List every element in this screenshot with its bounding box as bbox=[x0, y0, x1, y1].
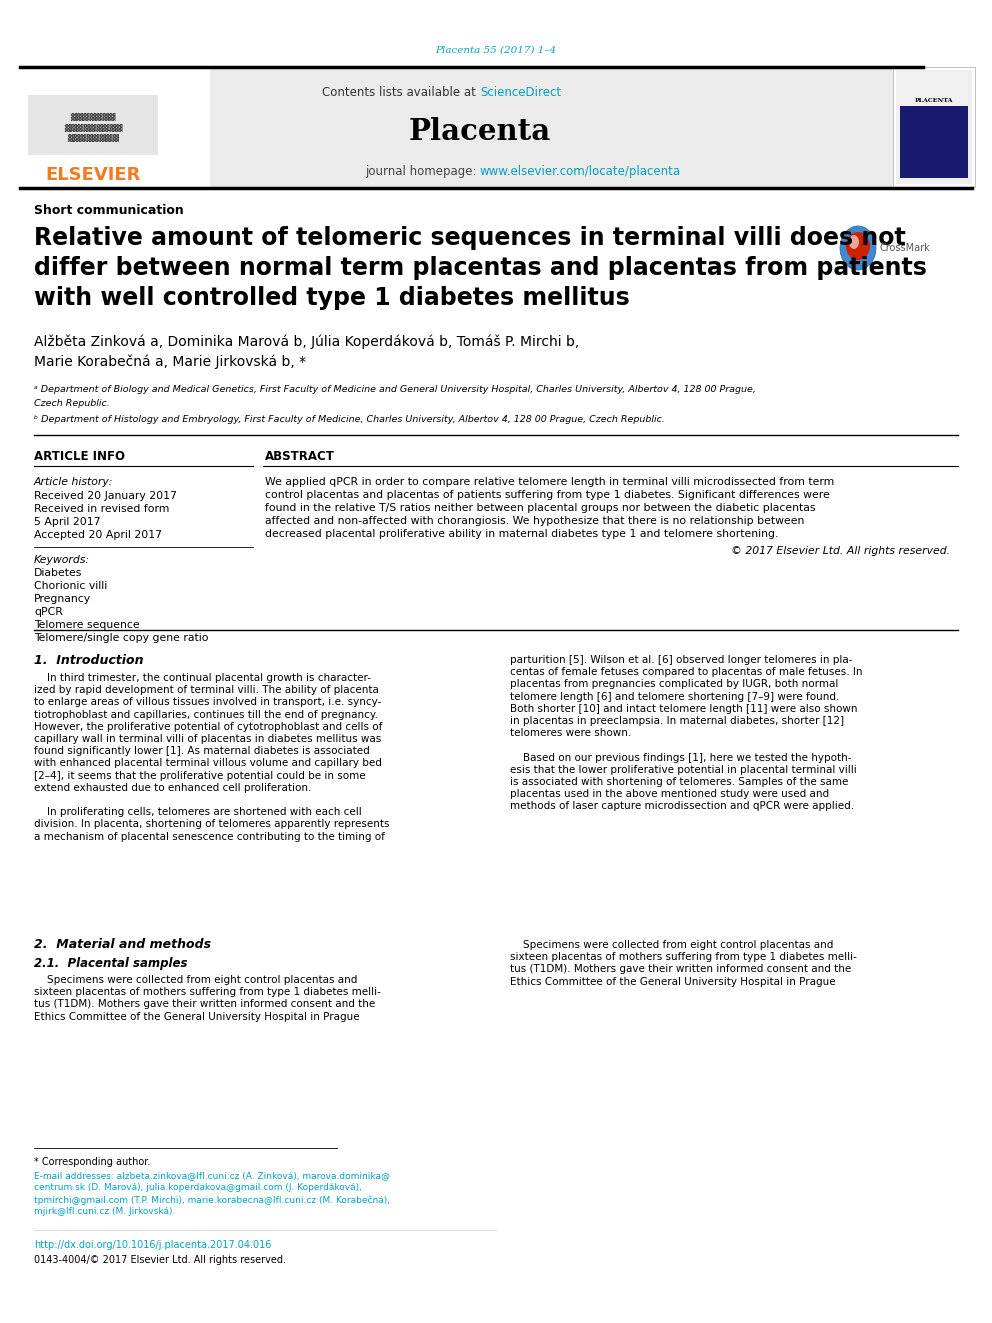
Text: Czech Republic.: Czech Republic. bbox=[34, 400, 110, 409]
Text: ELSEVIER: ELSEVIER bbox=[46, 165, 141, 184]
Text: with enhanced placental terminal villous volume and capillary bed: with enhanced placental terminal villous… bbox=[34, 758, 382, 769]
Text: Diabetes: Diabetes bbox=[34, 568, 82, 578]
Text: tpmirchi@gmail.com (T.P. Mirchi), marie.korabecna@lfl.cuni.cz (M. Korabečná),: tpmirchi@gmail.com (T.P. Mirchi), marie.… bbox=[34, 1195, 390, 1205]
Text: decreased placental proliferative ability in maternal diabetes type 1 and telome: decreased placental proliferative abilit… bbox=[265, 529, 779, 538]
Bar bbox=[28, 95, 158, 155]
Text: 5 April 2017: 5 April 2017 bbox=[34, 517, 100, 527]
Text: We applied qPCR in order to compare relative telomere length in terminal villi m: We applied qPCR in order to compare rela… bbox=[265, 478, 834, 487]
Text: tus (T1DM). Mothers gave their written informed consent and the: tus (T1DM). Mothers gave their written i… bbox=[510, 964, 851, 975]
Text: Placenta 55 (2017) 1–4: Placenta 55 (2017) 1–4 bbox=[435, 45, 557, 54]
Text: mjirk@lfl.cuni.cz (M. Jirkovská).: mjirk@lfl.cuni.cz (M. Jirkovská). bbox=[34, 1208, 176, 1217]
Text: control placentas and placentas of patients suffering from type 1 diabetes. Sign: control placentas and placentas of patie… bbox=[265, 490, 829, 500]
Text: In proliferating cells, telomeres are shortened with each cell: In proliferating cells, telomeres are sh… bbox=[34, 807, 362, 818]
Text: ᵇ Department of Histology and Embryology, First Faculty of Medicine, Charles Uni: ᵇ Department of Histology and Embryology… bbox=[34, 415, 665, 425]
Bar bbox=[896, 70, 972, 184]
Text: centrum.sk (D. Marová), julia.koperdakova@gmail.com (J. Koperdáková),: centrum.sk (D. Marová), julia.koperdakov… bbox=[34, 1184, 362, 1192]
Text: Telomere/single copy gene ratio: Telomere/single copy gene ratio bbox=[34, 632, 208, 643]
Text: with well controlled type 1 diabetes mellitus: with well controlled type 1 diabetes mel… bbox=[34, 286, 630, 310]
Text: Pregnancy: Pregnancy bbox=[34, 594, 91, 605]
Text: methods of laser capture microdissection and qPCR were applied.: methods of laser capture microdissection… bbox=[510, 802, 854, 811]
Text: In third trimester, the continual placental growth is character-: In third trimester, the continual placen… bbox=[34, 673, 371, 683]
Text: CrossMark: CrossMark bbox=[880, 243, 930, 253]
Text: affected and non-affected with chorangiosis. We hypothesize that there is no rel: affected and non-affected with chorangio… bbox=[265, 516, 805, 527]
Text: journal homepage:: journal homepage: bbox=[365, 165, 480, 179]
Text: ScienceDirect: ScienceDirect bbox=[480, 86, 561, 99]
Text: ᵃ Department of Biology and Medical Genetics, First Faculty of Medicine and Gene: ᵃ Department of Biology and Medical Gene… bbox=[34, 385, 756, 394]
Text: found in the relative T/S ratios neither between placental groups nor between th: found in the relative T/S ratios neither… bbox=[265, 503, 815, 513]
Bar bbox=[900, 106, 968, 179]
Text: Received in revised form: Received in revised form bbox=[34, 504, 170, 515]
Text: differ between normal term placentas and placentas from patients: differ between normal term placentas and… bbox=[34, 255, 927, 280]
Text: Both shorter [10] and intact telomere length [11] were also shown: Both shorter [10] and intact telomere le… bbox=[510, 704, 857, 714]
Ellipse shape bbox=[840, 226, 876, 270]
Text: division. In placenta, shortening of telomeres apparently represents: division. In placenta, shortening of tel… bbox=[34, 819, 390, 830]
Bar bbox=[20, 67, 895, 187]
Bar bbox=[893, 67, 975, 187]
Text: ABSTRACT: ABSTRACT bbox=[265, 451, 335, 463]
Text: Received 20 January 2017: Received 20 January 2017 bbox=[34, 491, 177, 501]
Text: Based on our previous findings [1], here we tested the hypoth-: Based on our previous findings [1], here… bbox=[510, 753, 851, 762]
Text: Keywords:: Keywords: bbox=[34, 556, 90, 565]
Text: PLACENTA: PLACENTA bbox=[915, 98, 953, 102]
Ellipse shape bbox=[849, 235, 859, 249]
Text: telomeres were shown.: telomeres were shown. bbox=[510, 728, 631, 738]
Text: is associated with shortening of telomeres. Samples of the same: is associated with shortening of telomer… bbox=[510, 777, 848, 787]
Text: * Corresponding author.: * Corresponding author. bbox=[34, 1158, 151, 1167]
Text: Marie Korabečná a, Marie Jirkovská b, *: Marie Korabečná a, Marie Jirkovská b, * bbox=[34, 355, 307, 369]
Ellipse shape bbox=[846, 232, 870, 261]
Text: Chorionic villi: Chorionic villi bbox=[34, 581, 107, 591]
Text: 2.  Material and methods: 2. Material and methods bbox=[34, 938, 211, 951]
Text: Specimens were collected from eight control placentas and: Specimens were collected from eight cont… bbox=[510, 941, 833, 950]
Text: a mechanism of placental senescence contributing to the timing of: a mechanism of placental senescence cont… bbox=[34, 832, 385, 841]
Text: ARTICLE INFO: ARTICLE INFO bbox=[34, 451, 125, 463]
Text: © 2017 Elsevier Ltd. All rights reserved.: © 2017 Elsevier Ltd. All rights reserved… bbox=[731, 546, 950, 556]
Text: sixteen placentas of mothers suffering from type 1 diabetes melli-: sixteen placentas of mothers suffering f… bbox=[510, 953, 857, 962]
Text: ized by rapid development of terminal villi. The ability of placenta: ized by rapid development of terminal vi… bbox=[34, 685, 379, 695]
Text: Accepted 20 April 2017: Accepted 20 April 2017 bbox=[34, 531, 162, 540]
Text: esis that the lower proliferative potential in placental terminal villi: esis that the lower proliferative potent… bbox=[510, 765, 857, 775]
Text: 0143-4004/© 2017 Elsevier Ltd. All rights reserved.: 0143-4004/© 2017 Elsevier Ltd. All right… bbox=[34, 1256, 286, 1265]
Bar bbox=[20, 67, 210, 187]
Text: telomere length [6] and telomere shortening [7–9] were found.: telomere length [6] and telomere shorten… bbox=[510, 692, 839, 701]
Text: Telomere sequence: Telomere sequence bbox=[34, 620, 140, 630]
Text: found significantly lower [1]. As maternal diabetes is associated: found significantly lower [1]. As matern… bbox=[34, 746, 370, 757]
Text: Ethics Committee of the General University Hospital in Prague: Ethics Committee of the General Universi… bbox=[510, 976, 835, 987]
Text: qPCR: qPCR bbox=[34, 607, 62, 617]
Text: ▓▓▓▓▓▓▓
▓▓▓▓▓▓▓▓▓
▓▓▓▓▓▓▓▓: ▓▓▓▓▓▓▓ ▓▓▓▓▓▓▓▓▓ ▓▓▓▓▓▓▓▓ bbox=[63, 112, 122, 142]
Text: tus (T1DM). Mothers gave their written informed consent and the: tus (T1DM). Mothers gave their written i… bbox=[34, 999, 375, 1009]
Text: in placentas in preeclampsia. In maternal diabetes, shorter [12]: in placentas in preeclampsia. In materna… bbox=[510, 716, 844, 726]
Text: Relative amount of telomeric sequences in terminal villi does not: Relative amount of telomeric sequences i… bbox=[34, 226, 906, 250]
Text: E-mail addresses: alzbeta.zinkova@lfl.cuni.cz (A. Zinková), marova.dominika@: E-mail addresses: alzbeta.zinkova@lfl.cu… bbox=[34, 1171, 390, 1180]
Text: Ethics Committee of the General University Hospital in Prague: Ethics Committee of the General Universi… bbox=[34, 1012, 360, 1021]
Text: 2.1.  Placental samples: 2.1. Placental samples bbox=[34, 957, 187, 970]
Text: 1.  Introduction: 1. Introduction bbox=[34, 654, 144, 667]
Text: parturition [5]. Wilson et al. [6] observed longer telomeres in pla-: parturition [5]. Wilson et al. [6] obser… bbox=[510, 655, 852, 665]
Text: tiotrophoblast and capillaries, continues till the end of pregnancy.: tiotrophoblast and capillaries, continue… bbox=[34, 709, 378, 720]
Text: to enlarge areas of villous tissues involved in transport, i.e. syncy-: to enlarge areas of villous tissues invo… bbox=[34, 697, 381, 708]
Text: Specimens were collected from eight control placentas and: Specimens were collected from eight cont… bbox=[34, 975, 357, 986]
Text: Alžběta Zinková a, Dominika Marová b, Júlia Koperdáková b, Tomáš P. Mirchi b,: Alžběta Zinková a, Dominika Marová b, Jú… bbox=[34, 335, 579, 349]
Text: extend exhausted due to enhanced cell proliferation.: extend exhausted due to enhanced cell pr… bbox=[34, 783, 311, 792]
Text: www.elsevier.com/locate/placenta: www.elsevier.com/locate/placenta bbox=[480, 165, 682, 179]
Text: placentas used in the above mentioned study were used and: placentas used in the above mentioned st… bbox=[510, 790, 829, 799]
Text: Placenta: Placenta bbox=[409, 118, 552, 147]
Text: Contents lists available at: Contents lists available at bbox=[322, 86, 480, 99]
Text: placentas from pregnancies complicated by IUGR, both normal: placentas from pregnancies complicated b… bbox=[510, 680, 838, 689]
Text: centas of female fetuses compared to placentas of male fetuses. In: centas of female fetuses compared to pla… bbox=[510, 667, 862, 677]
Text: Short communication: Short communication bbox=[34, 205, 184, 217]
Text: capillary wall in terminal villi of placentas in diabetes mellitus was: capillary wall in terminal villi of plac… bbox=[34, 734, 381, 744]
Text: http://dx.doi.org/10.1016/j.placenta.2017.04.016: http://dx.doi.org/10.1016/j.placenta.201… bbox=[34, 1240, 272, 1250]
Text: However, the proliferative potential of cytotrophoblast and cells of: However, the proliferative potential of … bbox=[34, 722, 382, 732]
Text: sixteen placentas of mothers suffering from type 1 diabetes melli-: sixteen placentas of mothers suffering f… bbox=[34, 987, 381, 998]
Text: Article history:: Article history: bbox=[34, 478, 113, 487]
Text: [2–4], it seems that the proliferative potential could be in some: [2–4], it seems that the proliferative p… bbox=[34, 770, 366, 781]
